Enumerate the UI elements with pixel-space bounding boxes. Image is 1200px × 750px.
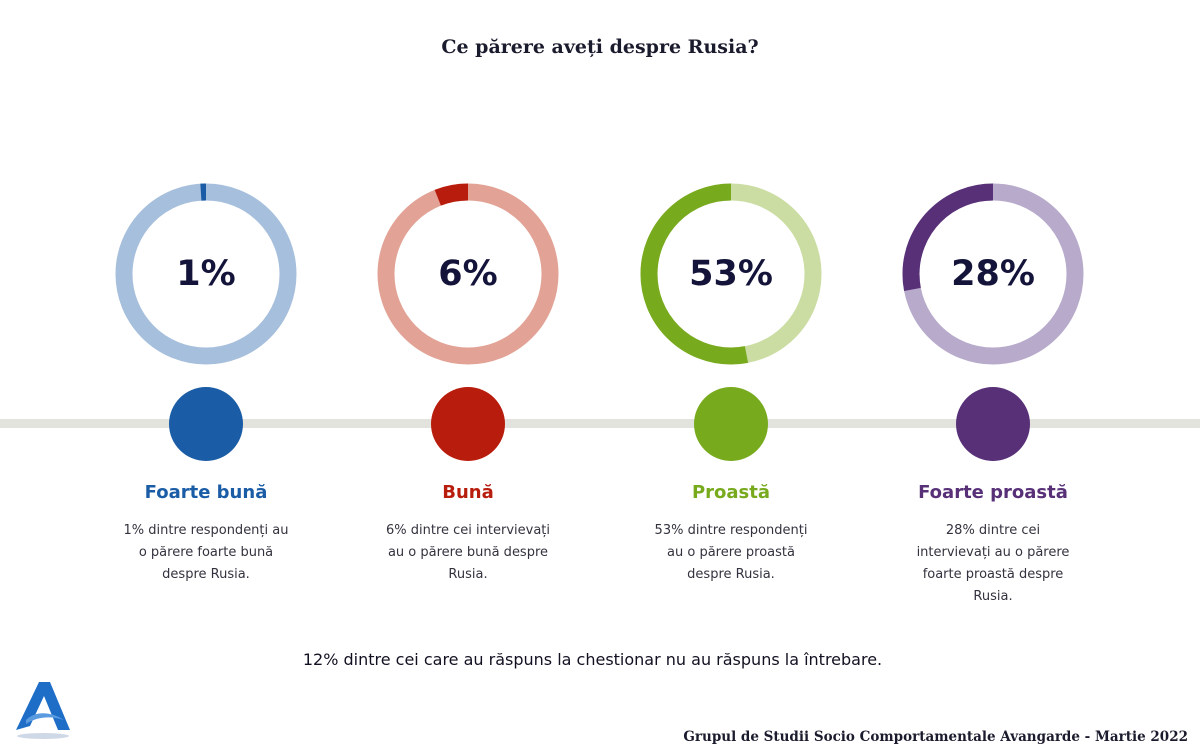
donut-value-arc	[377, 183, 559, 365]
category-column: 28% Foarte proastă 28% dintre cei intervie…	[862, 0, 1124, 750]
donut-value-arc	[640, 183, 822, 365]
timeline-marker	[956, 387, 1030, 461]
avangarde-logo-icon	[12, 676, 74, 740]
category-column: 53% Proastă 53% dintre respondenți au o pă…	[600, 0, 862, 750]
category-description: 28% dintre cei intervievați au o părere …	[916, 523, 1070, 604]
percent-label: 6%	[438, 254, 498, 294]
category-label: Foarte proastă	[918, 482, 1068, 503]
percent-label: 53%	[689, 254, 773, 294]
percent-label: 28%	[951, 254, 1035, 294]
category-description: 6% dintre cei intervievați au o părere b…	[386, 523, 550, 582]
timeline-marker	[694, 387, 768, 461]
category-label: Bună	[442, 482, 494, 503]
category-description: 53% dintre respondenți au o părere proas…	[654, 523, 808, 582]
timeline-bar	[0, 419, 1200, 428]
timeline-marker	[431, 387, 505, 461]
percent-label: 1%	[176, 254, 236, 294]
donut-chart: 53%	[637, 180, 825, 368]
category-label: Proastă	[691, 482, 771, 503]
donut-chart: 28%	[899, 180, 1087, 368]
timeline-marker	[169, 387, 243, 461]
category-column: 1% Foarte bună 1% dintre respondenți au o …	[75, 0, 337, 750]
donut-value-arc	[902, 183, 1084, 365]
donut-chart: 6%	[374, 180, 562, 368]
donut-chart: 1%	[112, 180, 300, 368]
category-description: 1% dintre respondenți au o părere foarte…	[123, 523, 289, 582]
non-response-note: 12% dintre cei care au răspuns la chesti…	[302, 650, 883, 669]
footer-source: Grupul de Studii Socio Comportamentale A…	[683, 729, 1188, 745]
donut-value-arc	[115, 183, 297, 365]
category-label: Foarte bună	[144, 482, 268, 503]
chart-title: Ce părere aveți despre Rusia?	[441, 36, 759, 58]
category-column: 6% Bună 6% dintre cei intervievați au o pă…	[337, 0, 599, 750]
